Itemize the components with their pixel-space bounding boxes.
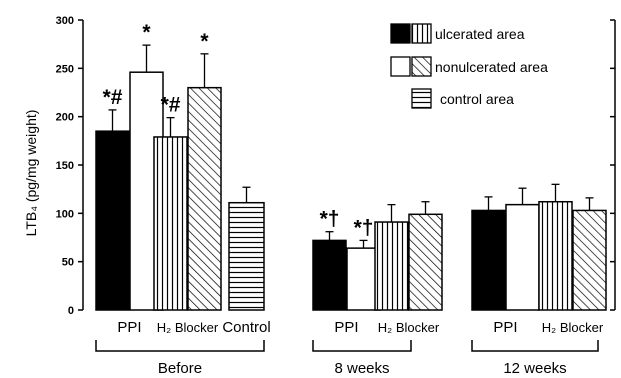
category-label: PPI — [493, 319, 517, 336]
y-tick-label: 300 — [56, 15, 74, 27]
bar-nonulcerated — [187, 86, 222, 311]
significance-marker: *† — [354, 216, 374, 239]
y-tick-label: 250 — [56, 63, 74, 75]
significance-marker: *# — [103, 86, 123, 109]
group-label: 12 weeks — [503, 360, 566, 377]
legend-swatch — [411, 56, 432, 77]
y-axis-title: LTB₄ (pg/mg weight) — [23, 110, 39, 237]
bar-nonulcerated — [572, 209, 607, 311]
category-label: H₂ Blocker — [542, 320, 604, 335]
significance-marker: * — [142, 21, 151, 44]
y-tick-label: 150 — [56, 160, 74, 172]
legend-swatch — [411, 23, 432, 44]
y-tick-label: 0 — [68, 305, 74, 317]
y-tick-label: 50 — [62, 257, 74, 269]
group-bracket — [312, 340, 412, 352]
legend-label: control area — [440, 91, 514, 107]
bar-ulcerated — [538, 200, 573, 311]
group-bracket — [95, 340, 265, 352]
legend-swatch — [390, 56, 411, 77]
category-label: PPI — [334, 319, 358, 336]
group-label: Before — [158, 360, 202, 377]
category-label: H₂ Blocker — [378, 320, 440, 335]
bar-ulcerated — [374, 221, 409, 311]
bar-ulcerated — [471, 209, 506, 311]
y-tick-label: 100 — [56, 208, 74, 220]
bar-nonulcerated — [408, 213, 443, 311]
group-bracket — [471, 340, 599, 352]
group-label: 8 weeks — [334, 360, 389, 377]
bar-ulcerated — [153, 136, 188, 311]
significance-marker: * — [200, 30, 209, 53]
legend-swatch — [411, 88, 432, 109]
bar-ulcerated — [312, 239, 347, 311]
significance-marker: *# — [161, 94, 181, 117]
significance-marker: *† — [320, 208, 340, 231]
bar-control — [228, 201, 265, 311]
legend-label: nonulcerated area — [435, 59, 548, 75]
legend-swatch — [390, 23, 411, 44]
bar-nonulcerated — [505, 203, 540, 311]
legend-label: ulcerated area — [435, 26, 525, 42]
category-label: Control — [222, 319, 270, 336]
y-tick-label: 200 — [56, 112, 74, 124]
bar-ulcerated — [95, 130, 130, 311]
category-label: PPI — [117, 319, 141, 336]
category-label: H₂ Blocker — [157, 320, 219, 335]
